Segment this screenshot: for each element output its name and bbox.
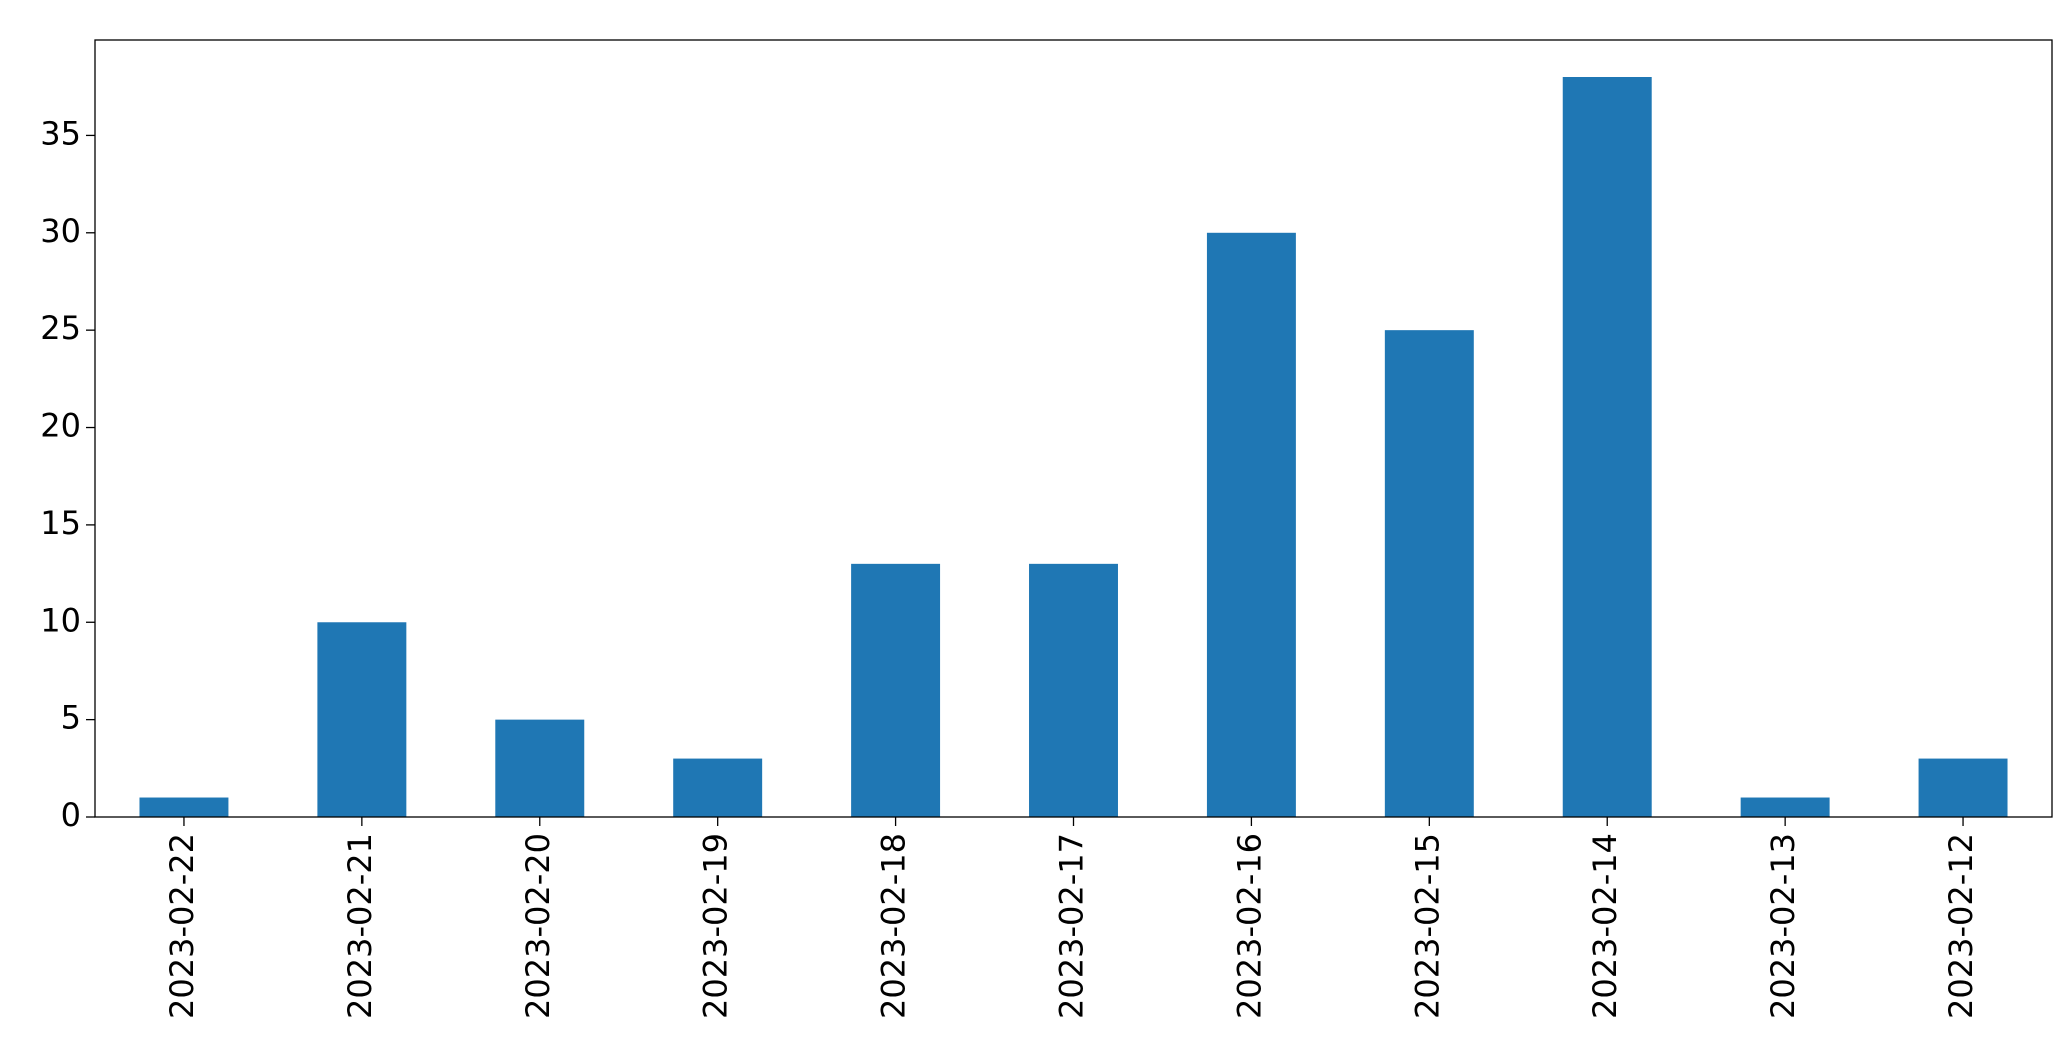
x-tick-label: 2023-02-17 [1053,833,1091,1019]
bar [1918,758,2008,817]
x-tick-label: 2023-02-19 [697,833,735,1019]
x-tick-label: 2023-02-14 [1586,833,1624,1019]
y-tick-label: 10 [40,601,81,639]
y-tick-label: 0 [61,796,81,834]
y-tick-label: 30 [40,212,81,250]
x-tick-label: 2023-02-22 [163,833,201,1019]
y-tick-label: 25 [40,309,81,347]
bar [851,563,941,817]
bar [495,719,585,817]
x-tick-label: 2023-02-18 [875,833,913,1019]
bar [1384,330,1474,817]
bar [317,622,407,817]
y-tick-label: 15 [40,504,81,542]
x-tick-label: 2023-02-13 [1764,833,1802,1019]
y-tick-label: 5 [61,699,81,737]
bar [673,758,763,817]
bar [1562,77,1652,817]
y-tick-label: 35 [40,114,81,152]
x-tick-label: 2023-02-12 [1942,833,1980,1019]
bar [1206,232,1296,817]
x-tick-label: 2023-02-21 [341,833,379,1019]
plot-frame [94,39,2053,818]
x-tick-label: 2023-02-15 [1408,833,1446,1019]
bar [139,797,229,817]
y-tick-label: 20 [40,407,81,445]
bar [1029,563,1118,817]
bar [1740,797,1830,817]
x-tick-label: 2023-02-16 [1230,833,1268,1019]
x-tick-label: 2023-02-20 [519,833,557,1019]
